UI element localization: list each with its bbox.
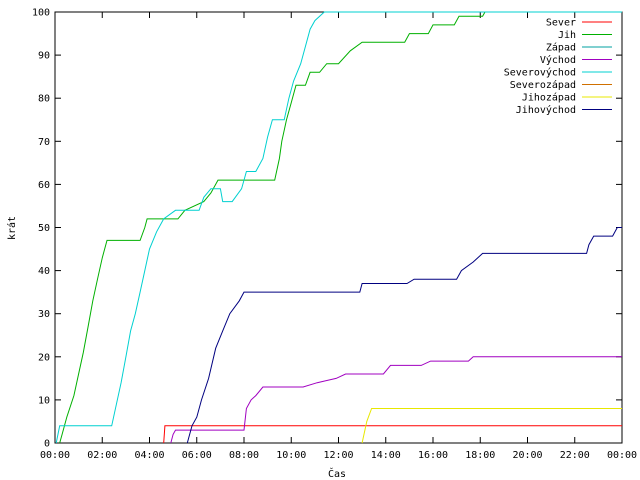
legend-label: Jihovýchod (516, 104, 576, 116)
y-tick-label: 80 (38, 94, 50, 105)
series-line-Sever (163, 425, 622, 444)
y-tick-label: 90 (38, 51, 50, 62)
legend-label: Jihozápad (522, 92, 576, 104)
series-line-Jihozápad (361, 408, 622, 444)
x-tick-label: 22:00 (560, 450, 590, 461)
x-tick-label: 00:00 (607, 450, 637, 461)
y-tick-label: 60 (38, 180, 50, 191)
legend-label: Severozápad (510, 79, 576, 91)
x-tick-label: 20:00 (512, 450, 542, 461)
legend-label: Východ (540, 54, 576, 66)
series-lines (55, 11, 622, 444)
x-axis-label: Čas (328, 467, 346, 480)
y-tick-label: 50 (38, 223, 50, 234)
x-tick-label: 12:00 (323, 450, 353, 461)
y-tick-label: 70 (38, 137, 50, 148)
y-tick-label: 10 (38, 395, 50, 406)
y-tick-label: 20 (38, 352, 50, 363)
y-tick-label: 40 (38, 266, 50, 277)
legend: SeverJihZápadVýchodSeverovýchodSeverozáp… (504, 18, 612, 116)
x-tick-label: 16:00 (418, 450, 448, 461)
x-tick-label: 06:00 (182, 450, 212, 461)
series-line-Severovýchod (55, 11, 622, 444)
x-tick-label: 00:00 (40, 450, 70, 461)
axes: 0 10 20 30 40 50 60 70 80 90 100 00:00 02:00 04:00 06:… (32, 8, 637, 462)
legend-label: Sever (546, 18, 576, 29)
y-tick-label: 30 (38, 309, 50, 320)
series-line-Jihovýchod (186, 227, 622, 444)
y-tick-label: 100 (32, 8, 50, 19)
x-tick-label: 18:00 (465, 450, 495, 461)
x-tick-label: 14:00 (371, 450, 401, 461)
series-line-Jih (59, 11, 622, 444)
x-tick-label: 02:00 (87, 450, 117, 461)
legend-label: Západ (546, 42, 576, 54)
legend-label: Jih (558, 30, 576, 41)
x-tick-label: 10:00 (276, 450, 306, 461)
y-tick-label: 0 (44, 439, 50, 450)
y-axis-label: krát (6, 216, 18, 240)
legend-label: Severovýchod (504, 67, 576, 79)
series-line-Východ (170, 356, 622, 444)
x-tick-label: 08:00 (229, 450, 259, 461)
x-tick-label: 04:00 (134, 450, 164, 461)
